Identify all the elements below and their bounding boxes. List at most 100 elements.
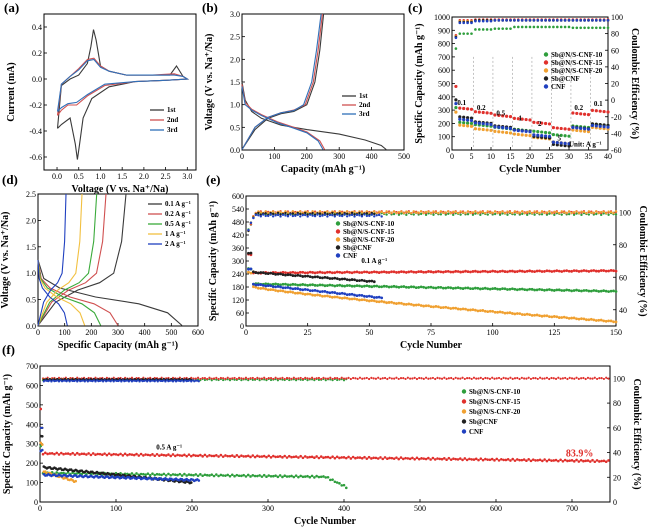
capacity-point (299, 454, 302, 458)
x-tick-label: 25 (546, 152, 554, 161)
legend-entry: Sb@N/S-CNF-15 (551, 59, 603, 67)
capacity-point (171, 453, 175, 456)
x-tick-label: 200 (301, 152, 313, 161)
capacity-point (313, 456, 316, 460)
capacity-point (550, 315, 554, 319)
capacity-point (458, 117, 462, 121)
ce-point (370, 376, 373, 380)
capacity-point (451, 287, 455, 290)
capacity-point (555, 140, 559, 145)
capacity-point (563, 458, 567, 462)
ce-point (600, 377, 603, 380)
legend-entry: 1 A g⁻¹ (165, 230, 186, 238)
capacity-point (486, 458, 489, 461)
capacity-point (306, 271, 310, 275)
ce-point (201, 377, 204, 380)
ce-point (358, 376, 362, 379)
capacity-point (201, 455, 204, 458)
capacity-point (441, 286, 445, 290)
ce-point (600, 213, 603, 217)
ce-point (279, 377, 282, 380)
ce-point (385, 210, 388, 213)
capacity-point (575, 458, 578, 462)
capacity-point (313, 288, 317, 292)
capacity-point (289, 290, 292, 294)
x-tick-label: 0 (450, 152, 454, 161)
capacity-point (387, 271, 391, 274)
ce-point (501, 27, 505, 30)
capacity-point (513, 459, 517, 462)
ce-point (264, 212, 267, 215)
ce-point (267, 214, 270, 218)
capacity-point (493, 270, 497, 273)
capacity-point (272, 454, 275, 458)
ce-point (402, 377, 405, 380)
capacity-point (365, 270, 369, 274)
ce-point (326, 377, 330, 380)
ce-point (360, 215, 364, 218)
capacity-point (348, 293, 351, 296)
x-tick-label: 500 (414, 504, 426, 513)
capacity-point (523, 288, 527, 292)
ce-point (592, 211, 595, 214)
capacity-point (291, 282, 295, 286)
capacity-point (491, 309, 495, 313)
y-tick-label: 400 (26, 420, 38, 429)
ce-point (374, 377, 378, 380)
capacity-point (571, 111, 575, 115)
capacity-point (244, 475, 248, 478)
y-tick-label: 0 (446, 146, 450, 155)
capacity-point (386, 457, 389, 460)
capacity-point (265, 475, 268, 479)
capacity-point (417, 286, 421, 289)
capacity-point (572, 289, 576, 292)
y-right-tick-label: 100 (611, 13, 623, 22)
capacity-point (595, 459, 599, 462)
legend-swatch (461, 429, 467, 434)
capacity-point (286, 286, 290, 289)
capacity-point (444, 270, 448, 273)
capacity-point (397, 270, 401, 274)
ce-point (417, 211, 420, 214)
capacity-point (495, 457, 499, 461)
capacity-point (311, 275, 314, 279)
legend-entry: Sb@N/S-CNF-15 (343, 228, 395, 236)
ce-point (244, 376, 248, 379)
legend-entry: Sb@CNF (551, 75, 580, 83)
ce-point (479, 210, 482, 213)
capacity-point (498, 287, 502, 291)
ce-point (600, 210, 603, 214)
ce-point (585, 211, 588, 215)
ce-point (415, 377, 419, 381)
capacity-point (269, 271, 273, 275)
y-tick-label: 0.0 (230, 146, 240, 155)
ce-point (459, 210, 462, 213)
ce-point (353, 215, 356, 218)
capacity-point (571, 125, 575, 130)
capacity-point (439, 270, 443, 274)
ce-point (381, 377, 384, 380)
ce-point (540, 19, 543, 22)
capacity-point (604, 289, 608, 293)
capacity-point (400, 285, 403, 289)
capacity-point (276, 455, 280, 458)
ce-point (602, 19, 606, 22)
capacity-point (456, 286, 460, 290)
ce-point (536, 19, 540, 22)
capacity-point (489, 122, 493, 127)
capacity-point (171, 473, 175, 476)
ce-point (518, 211, 521, 214)
ce-point (360, 211, 364, 214)
x-tick-label: 0 (244, 328, 248, 337)
capacity-point (322, 456, 325, 459)
capacity-point (363, 298, 366, 302)
capacity-point (298, 270, 302, 274)
x-tick-label: 2.5 (161, 172, 171, 181)
legend-swatch (461, 419, 467, 424)
capacity-point (286, 273, 290, 277)
capacity-point (532, 129, 536, 133)
capacity-point (249, 455, 252, 459)
capacity-point (586, 127, 591, 131)
x-tick-label: 300 (262, 504, 274, 513)
capacity-point (266, 272, 270, 275)
